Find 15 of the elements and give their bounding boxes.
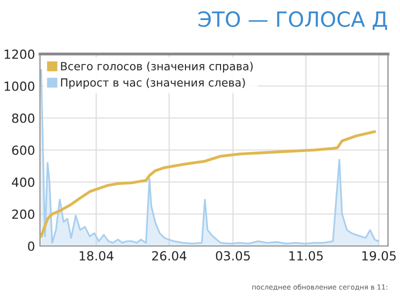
y-tick-label: 200: [12, 209, 34, 219]
y-tick-label: 1000: [4, 81, 34, 91]
y-tick-label: 800: [12, 113, 34, 123]
x-tick-label: 03.05: [216, 251, 250, 261]
y-tick-label: 1200: [4, 49, 34, 59]
x-tick-label: 18.04: [80, 251, 114, 261]
y-tick-label: 0: [28, 241, 34, 251]
x-tick-label: 26.04: [152, 251, 186, 261]
x-tick-label: 11.05: [289, 251, 323, 261]
y-tick-label: 600: [12, 145, 34, 155]
chart-title: ЭТО — ГОЛОСА Д: [198, 11, 387, 30]
y-tick-label: 400: [12, 177, 34, 187]
legend-label: Всего голосов (значения справа): [61, 62, 253, 73]
legend-label: Прирост в час (значения слева): [61, 78, 245, 89]
x-tick-label: 19.05: [362, 251, 396, 261]
